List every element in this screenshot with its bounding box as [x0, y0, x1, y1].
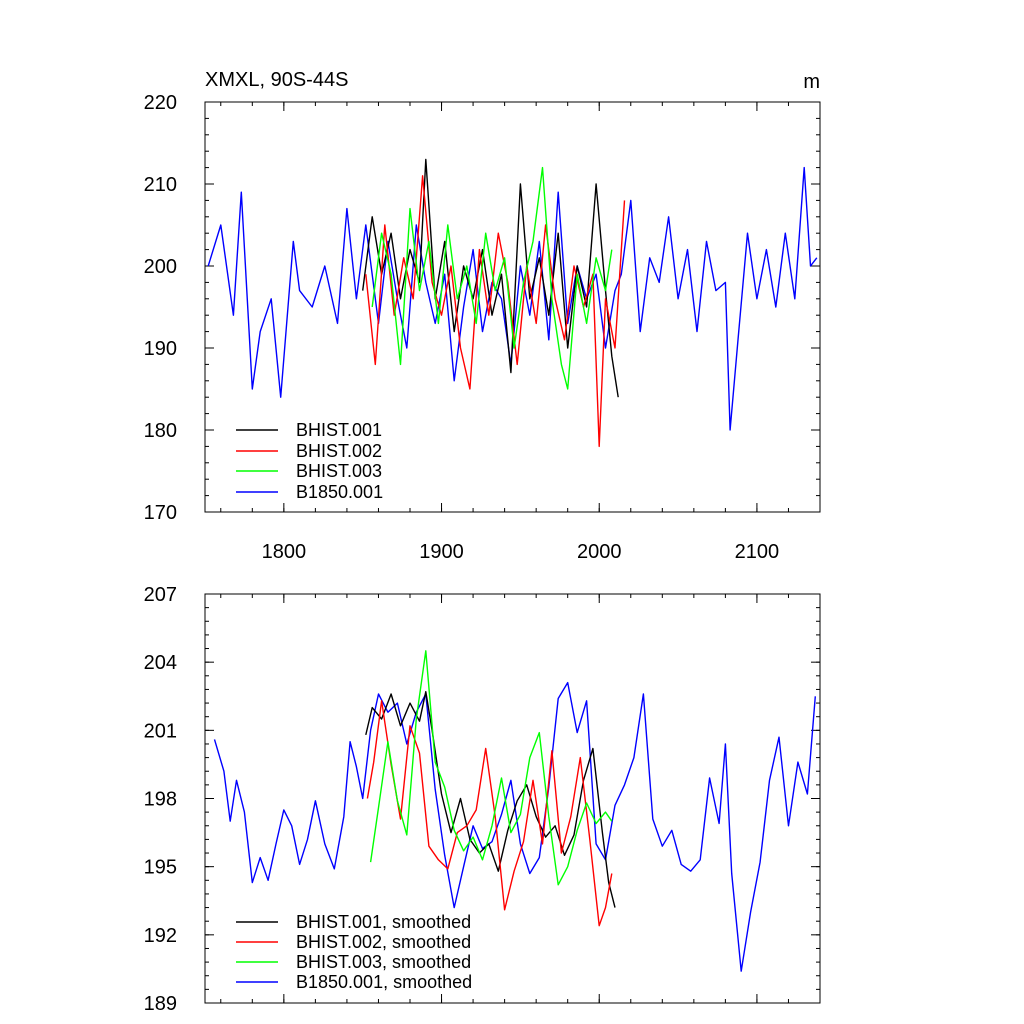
bottom-panel-series: [213, 650, 816, 972]
bottom-series-bhist-002-smoothed: [366, 700, 613, 927]
legend-label-bhist001-smoothed: BHIST.001, smoothed: [296, 912, 471, 932]
bottom-panel: 189 192 195 198 201 204 207 BHIST.001, smoothe…: [144, 584, 821, 1015]
legend-label-b1850: B1850.001: [296, 482, 383, 502]
legend-label-bhist002: BHIST.002: [296, 441, 382, 461]
top-series-b1850-001: [207, 166, 818, 431]
top-panel-frame: [204, 101, 821, 513]
top-y-tick-label: 200: [144, 256, 177, 278]
top-panel-series: [207, 158, 818, 448]
top-panel: XMXL, 90S-44S m 1800 1900 2000 2100 170 180 19…: [144, 69, 821, 563]
bottom-panel-legend: BHIST.001, smoothed BHIST.002, smoothed …: [236, 912, 472, 992]
legend-label-bhist003-smoothed: BHIST.003, smoothed: [296, 952, 471, 972]
top-y-tick-label: 210: [144, 174, 177, 196]
bottom-series-bhist-001-smoothed: [365, 691, 616, 908]
top-panel-title: XMXL, 90S-44S: [205, 69, 348, 91]
top-panel-ticks: 1800 1900 2000 2100 170 180 190 200 210 220: [144, 92, 821, 563]
legend-label-bhist003: BHIST.003: [296, 461, 382, 481]
bottom-y-tick-label: 204: [144, 652, 177, 674]
legend-label-bhist002-smoothed: BHIST.002, smoothed: [296, 932, 471, 952]
top-x-tick-label: 1800: [262, 541, 307, 563]
top-x-tick-label: 2000: [577, 541, 622, 563]
bottom-y-tick-label: 189: [144, 993, 177, 1015]
top-y-tick-label: 180: [144, 420, 177, 442]
top-y-tick-label: 170: [144, 502, 177, 524]
top-panel-legend: BHIST.001 BHIST.002 BHIST.003 B1850.001: [236, 420, 383, 502]
bottom-series-bhist-003-smoothed: [369, 650, 613, 886]
top-panel-units: m: [803, 71, 820, 93]
bottom-y-tick-label: 198: [144, 789, 177, 811]
bottom-y-tick-label: 192: [144, 925, 177, 947]
bottom-panel-frame: [204, 593, 821, 1004]
top-y-tick-label: 220: [144, 92, 177, 114]
top-x-tick-label: 2100: [735, 541, 780, 563]
legend-label-bhist001: BHIST.001: [296, 420, 382, 440]
top-series-bhist-003: [371, 166, 613, 390]
top-x-tick-label: 1900: [419, 541, 464, 563]
bottom-y-tick-label: 195: [144, 857, 177, 879]
bottom-series-b1850-001-smoothed: [213, 681, 816, 972]
bottom-panel-ticks: 189 192 195 198 201 204 207: [144, 584, 821, 1015]
bottom-y-tick-label: 201: [144, 720, 177, 742]
bottom-y-tick-label: 207: [144, 584, 177, 606]
top-series-bhist-002: [365, 175, 626, 448]
top-y-tick-label: 190: [144, 338, 177, 360]
legend-label-b1850-smoothed: B1850.001, smoothed: [296, 972, 472, 992]
